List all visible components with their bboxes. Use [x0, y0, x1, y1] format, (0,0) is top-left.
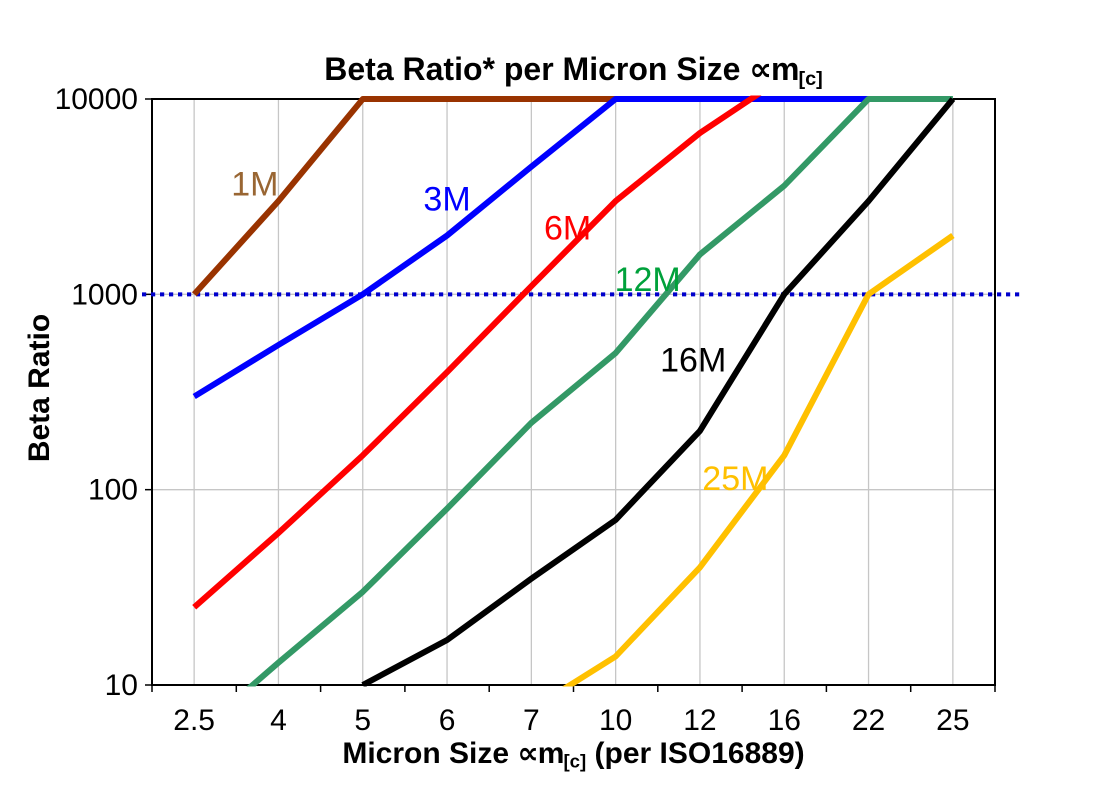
x-tick-label: 2.5 [173, 704, 215, 737]
y-tick-label: 1000 [71, 278, 138, 311]
series-label-1M: 1M [231, 165, 278, 203]
y-tick-label: 10 [105, 669, 138, 702]
x-tick-label: 16 [768, 704, 801, 737]
chart-title: Beta Ratio* per Micron Size ∝m[c] [152, 50, 995, 91]
x-axis-title-post: (per ISO16889) [586, 737, 805, 770]
x-tick-label: 6 [439, 704, 456, 737]
x-axis-title-subscript: [c] [563, 750, 587, 772]
series-line-16M [361, 97, 956, 687]
x-axis-title: Micron Size ∝m[c] (per ISO16889) [152, 736, 995, 772]
series-line-1M [191, 96, 616, 297]
series-line-12M [246, 96, 953, 687]
x-tick-label: 22 [852, 704, 885, 737]
chart-title-symbol: ∝m [749, 51, 799, 87]
x-tick-label: 10 [599, 704, 632, 737]
x-tick-label: 5 [354, 704, 371, 737]
chart-title-text: Beta Ratio* per Micron Size [324, 51, 750, 87]
series-label-16M: 16M [660, 341, 726, 379]
y-tick-label: 10000 [55, 83, 138, 116]
y-axis-title: Beta Ratio [23, 313, 56, 463]
x-axis-title-symbol: ∝m [517, 737, 564, 770]
x-axis-title-pre: Micron Size [342, 737, 518, 770]
series-line-6M [192, 95, 762, 610]
x-tick-label: 7 [523, 704, 540, 737]
y-tick-label: 100 [88, 474, 138, 507]
series-label-3M: 3M [423, 180, 470, 218]
chart-title-subscript: [c] [798, 67, 823, 90]
x-tick-label: 4 [270, 704, 287, 737]
series-label-12M: 12M [615, 261, 681, 299]
x-tick-label: 12 [683, 704, 716, 737]
x-tick-label: 25 [936, 704, 969, 737]
series-label-25M: 25M [702, 460, 768, 498]
series-label-6M: 6M [544, 209, 591, 247]
series-line-25M [562, 233, 955, 687]
